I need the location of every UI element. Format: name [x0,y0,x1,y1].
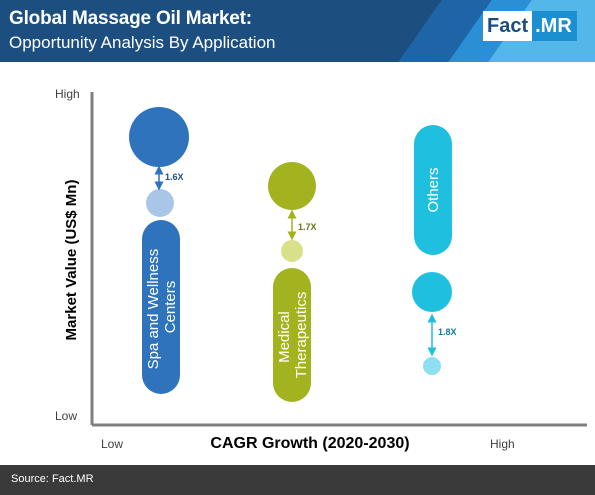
medical-series-label-pill [273,268,311,402]
spa-label-line-2: Centers [162,281,179,334]
others-series-label-pill [414,125,452,255]
y-tick-label-low: Low [55,409,77,423]
logo-text-fact: Fact [483,11,533,41]
others-series-label: Others [425,167,442,212]
x-tick-label-high: High [490,437,515,451]
source-note: Source: Fact.MR [11,473,94,485]
bubble-chart: High Low Low High CAGR Growth (2020-2030… [55,87,587,452]
x-axis-label: CAGR Growth (2020-2030) [210,435,409,452]
spa-multiplier-label: 1.6X [165,172,184,182]
x-tick-label-low: Low [101,437,123,451]
others-multiplier-label: 1.8X [438,327,457,337]
others-large-bubble [412,272,452,312]
others-small-bubble [423,357,441,375]
medical-large-bubble [268,162,316,210]
spa-series-label-pill [142,220,180,394]
medical-small-bubble [281,240,303,262]
spa-series-label: Spa and Wellness Centers [145,245,179,370]
chart-subtitle: Opportunity Analysis By Application [9,33,276,52]
spa-small-bubble [146,189,174,217]
chart-title: Global Massage Oil Market: [9,8,252,29]
y-tick-label-high: High [55,87,80,101]
medical-label-line-2: Therapeutics [293,292,310,379]
factmr-logo: Fact .MR [483,11,577,41]
footer-bar: Source: Fact.MR [0,465,595,495]
plot-area: High Low Low High CAGR Growth (2020-2030… [0,62,595,465]
medical-label-line-1: Medical [276,311,293,363]
spa-label-line-1: Spa and Wellness [145,249,162,370]
logo-text-mr: .MR [532,11,577,41]
medical-series-label: Medical Therapeutics [276,292,310,379]
spa-large-bubble [129,107,189,167]
medical-multiplier-label: 1.7X [298,222,317,232]
y-axis-label: Market Value (US$ Mn) [63,180,80,341]
header-banner: Global Massage Oil Market: Opportunity A… [0,0,595,62]
